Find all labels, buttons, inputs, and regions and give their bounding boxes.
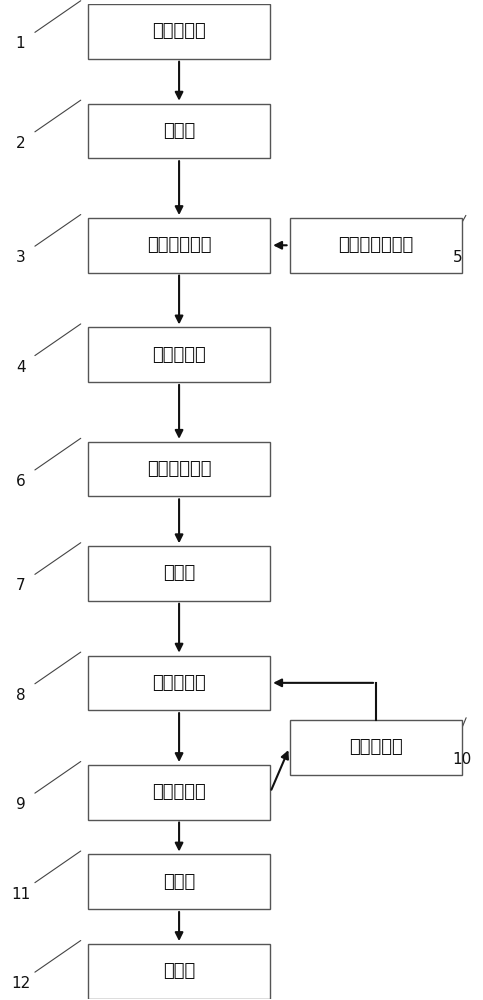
Text: 进料泵: 进料泵 xyxy=(163,564,195,582)
FancyBboxPatch shape xyxy=(88,218,270,273)
Text: 9: 9 xyxy=(16,797,26,812)
Text: 原料泵: 原料泵 xyxy=(163,122,195,140)
Text: 冷凝水换热器: 冷凝水换热器 xyxy=(147,236,212,254)
FancyBboxPatch shape xyxy=(88,944,270,999)
Text: 11: 11 xyxy=(11,887,30,902)
Text: 阻垢剂加药设备: 阻垢剂加药设备 xyxy=(338,236,413,254)
Text: 4: 4 xyxy=(16,360,26,375)
FancyBboxPatch shape xyxy=(289,218,462,273)
Text: 6: 6 xyxy=(16,474,26,489)
FancyBboxPatch shape xyxy=(88,546,270,601)
Text: 7: 7 xyxy=(16,578,26,593)
Text: 1: 1 xyxy=(16,36,26,51)
Text: 5: 5 xyxy=(453,250,462,265)
FancyBboxPatch shape xyxy=(88,104,270,158)
Text: 循环加热器: 循环加热器 xyxy=(152,674,206,692)
Text: 8: 8 xyxy=(16,688,26,703)
Text: 3: 3 xyxy=(16,250,26,265)
FancyBboxPatch shape xyxy=(88,854,270,909)
Text: 蒸汽压缩机: 蒸汽压缩机 xyxy=(349,738,403,756)
Text: 2: 2 xyxy=(16,136,26,151)
FancyBboxPatch shape xyxy=(88,765,270,820)
Text: 蒸汽换热器: 蒸汽换热器 xyxy=(152,346,206,364)
FancyBboxPatch shape xyxy=(88,4,270,59)
Text: 循环分离器: 循环分离器 xyxy=(152,783,206,801)
Text: 稠厚釜: 稠厚釜 xyxy=(163,873,195,891)
FancyBboxPatch shape xyxy=(88,327,270,382)
Text: 废水缓存箱: 废水缓存箱 xyxy=(152,22,206,40)
Text: 12: 12 xyxy=(11,976,30,991)
Text: 10: 10 xyxy=(453,752,472,767)
FancyBboxPatch shape xyxy=(88,442,270,496)
FancyBboxPatch shape xyxy=(88,656,270,710)
FancyBboxPatch shape xyxy=(289,720,462,775)
Text: 蒸发预脱气罐: 蒸发预脱气罐 xyxy=(147,460,212,478)
Text: 离心机: 离心机 xyxy=(163,962,195,980)
